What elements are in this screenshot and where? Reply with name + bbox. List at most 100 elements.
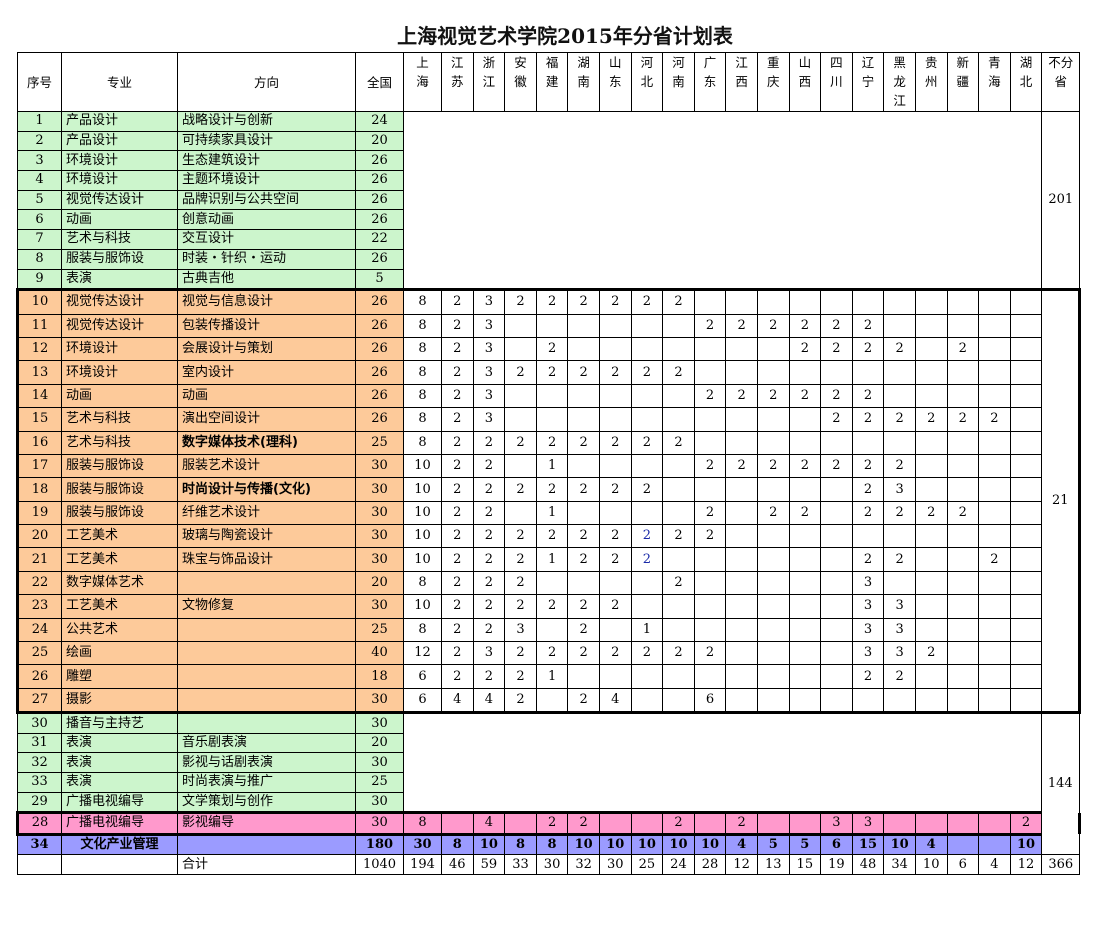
cell-index: 28 — [17, 812, 62, 835]
cell-province-value — [535, 617, 569, 643]
header-province: 江 西 — [725, 52, 758, 112]
cell-province-value: 2 — [788, 336, 822, 362]
table-row: 8 服装与服饰设 时装・针织・运动 26 — [17, 248, 1080, 270]
cell-direction: 演出空间设计 — [177, 407, 356, 432]
cell-province-value — [1009, 453, 1043, 479]
cell-province-value — [946, 383, 980, 409]
cell-major: 工艺美术 — [61, 524, 178, 549]
cell-province-value: 4 — [472, 687, 506, 714]
cell-province-value: 2 — [630, 641, 664, 666]
cell-province-value: 2 — [504, 524, 537, 549]
cell-province-value — [598, 570, 632, 596]
cell-province-value — [788, 407, 822, 432]
cell-province-value: 2 — [504, 360, 537, 385]
cell-province-value: 2 — [883, 547, 916, 572]
cell-province-value: 2 — [567, 524, 600, 549]
cell-province-value: 10 — [630, 833, 664, 856]
province-merged-blank — [402, 712, 1043, 814]
cell-index: 24 — [17, 617, 62, 643]
cell-province-value — [630, 336, 664, 362]
cell-province-value — [567, 664, 600, 689]
cell-province-value — [820, 500, 853, 526]
cell-province-value: 2 — [693, 383, 727, 409]
cell-index: 27 — [17, 687, 62, 714]
cell-province-value — [1009, 336, 1043, 362]
cell-province-value: 2 — [504, 477, 537, 502]
cell-province-value — [693, 547, 727, 572]
cell-national: 26 — [355, 360, 404, 385]
cell-direction — [177, 664, 356, 689]
cell-province-value: 2 — [535, 289, 569, 315]
cell-province-value — [946, 453, 980, 479]
totals-province: 12 — [1009, 854, 1043, 875]
cell-national: 25 — [355, 617, 404, 643]
cell-province-value — [946, 430, 980, 455]
cell-province-value — [1009, 570, 1043, 596]
header-province: 安 徽 — [504, 52, 537, 112]
cell-province-value: 2 — [504, 547, 537, 572]
cell-major: 公共艺术 — [61, 617, 178, 643]
cell-direction: 影视与话剧表演 — [177, 752, 356, 773]
cell-province-value — [725, 336, 758, 362]
cell-province-value: 3 — [851, 617, 885, 643]
cell-province-value — [504, 336, 537, 362]
header-province: 山 西 — [788, 52, 822, 112]
cell-province-value — [914, 477, 948, 502]
cell-index: 15 — [17, 407, 62, 432]
cell-province-value: 10 — [403, 594, 442, 619]
cell-province-value — [883, 570, 916, 596]
cell-province-value: 10 — [403, 500, 442, 526]
cell-major: 表演 — [61, 268, 178, 291]
cell-national: 26 — [355, 383, 404, 409]
cell-province-value: 2 — [535, 812, 569, 835]
header-province: 河 北 — [630, 52, 664, 112]
cell-national: 26 — [355, 336, 404, 362]
cell-major: 服装与服饰设 — [61, 477, 178, 502]
cell-province-value — [756, 360, 790, 385]
cell-province-value — [946, 812, 980, 835]
cell-major: 表演 — [61, 752, 178, 773]
cell-index: 22 — [17, 570, 62, 596]
cell-province-value: 2 — [472, 547, 506, 572]
cell-province-value: 2 — [883, 453, 916, 479]
group-1: 1 产品设计 战略设计与创新 24 201 2 产品设计 可持续家具设计 20 3 环境设计 生态建筑… — [17, 110, 1081, 291]
cell-province-value — [567, 383, 600, 409]
header-province: 辽 宁 — [851, 52, 885, 112]
cell-province-value: 2 — [725, 313, 758, 338]
cell-province-value: 2 — [693, 453, 727, 479]
cell-province-value — [662, 336, 695, 362]
cell-major: 产品设计 — [61, 130, 178, 152]
cell-major: 动画 — [61, 209, 178, 231]
cell-province-value: 8 — [403, 407, 442, 432]
cell-national: 30 — [355, 500, 404, 526]
cell-province-value: 2 — [662, 570, 695, 596]
table-row: 7 艺术与科技 交互设计 22 — [17, 229, 1080, 250]
cell-direction: 包装传播设计 — [177, 313, 356, 338]
cell-province-value: 2 — [441, 477, 474, 502]
cell-province-value: 10 — [662, 833, 695, 856]
cell-province-value — [978, 570, 1011, 596]
cell-province-value: 2 — [598, 289, 632, 315]
cell-direction: 动画 — [177, 383, 356, 409]
cell-province-value: 2 — [820, 383, 853, 409]
cell-province-value: 2 — [756, 453, 790, 479]
cell-province-value — [693, 664, 727, 689]
cell-province-value — [630, 594, 664, 619]
header-province: 福 建 — [535, 52, 569, 112]
table-row: 22 数字媒体艺术 20 8 2 2 2 2 3 — [17, 570, 1080, 596]
cell-province-value — [788, 547, 822, 572]
cell-province-value — [883, 360, 916, 385]
cell-province-value: 2 — [851, 407, 885, 432]
cell-province-value: 3 — [883, 641, 916, 666]
cell-province-value: 2 — [441, 383, 474, 409]
cell-province-value — [567, 336, 600, 362]
cell-direction: 战略设计与创新 — [177, 111, 356, 132]
table-row: 29 广播电视编导 文学策划与创作 30 — [17, 791, 1080, 814]
cell-province-value — [914, 687, 948, 714]
cell-province-value — [914, 547, 948, 572]
cell-province-value: 12 — [403, 641, 442, 666]
table-row: 10 视觉传达设计 视觉与信息设计 26 8 2 3 2 2 2 2 2 2 21 — [17, 289, 1081, 714]
cell-province-value: 2 — [598, 547, 632, 572]
cell-province-value: 2 — [820, 336, 853, 362]
cell-province-value — [1009, 430, 1043, 455]
